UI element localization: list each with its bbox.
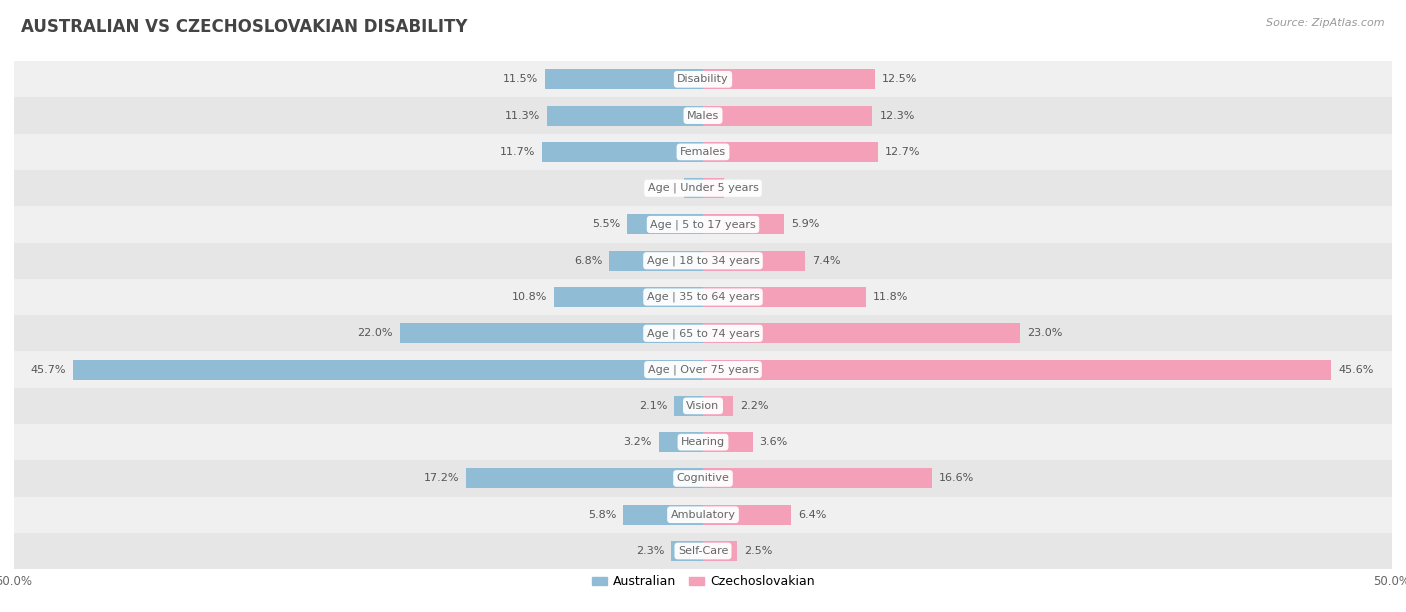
Text: Hearing: Hearing xyxy=(681,437,725,447)
FancyBboxPatch shape xyxy=(14,97,1392,134)
Text: Age | Under 5 years: Age | Under 5 years xyxy=(648,183,758,193)
Legend: Australian, Czechoslovakian: Australian, Czechoslovakian xyxy=(586,570,820,594)
Text: 45.6%: 45.6% xyxy=(1339,365,1374,375)
Text: 11.3%: 11.3% xyxy=(505,111,540,121)
Bar xyxy=(703,505,792,524)
Text: 1.4%: 1.4% xyxy=(648,183,676,193)
Bar xyxy=(659,432,703,452)
Bar xyxy=(703,360,1331,379)
Bar xyxy=(623,505,703,524)
FancyBboxPatch shape xyxy=(14,460,1392,496)
Text: Age | 18 to 34 years: Age | 18 to 34 years xyxy=(647,255,759,266)
Text: 23.0%: 23.0% xyxy=(1026,328,1062,338)
FancyBboxPatch shape xyxy=(14,61,1392,97)
Text: 45.7%: 45.7% xyxy=(31,365,66,375)
Text: 16.6%: 16.6% xyxy=(939,474,974,483)
Bar xyxy=(627,214,703,234)
Bar xyxy=(541,142,703,162)
Text: 12.3%: 12.3% xyxy=(879,111,915,121)
Text: 6.4%: 6.4% xyxy=(799,510,827,520)
Bar xyxy=(609,251,703,271)
Text: Disability: Disability xyxy=(678,74,728,84)
Text: 12.5%: 12.5% xyxy=(882,74,918,84)
Text: 11.8%: 11.8% xyxy=(873,292,908,302)
Bar xyxy=(673,396,703,416)
Text: Age | 35 to 64 years: Age | 35 to 64 years xyxy=(647,292,759,302)
Bar xyxy=(703,396,734,416)
Bar xyxy=(683,178,703,198)
Text: 2.5%: 2.5% xyxy=(744,546,773,556)
Bar xyxy=(703,178,724,198)
FancyBboxPatch shape xyxy=(14,279,1392,315)
Bar xyxy=(703,287,866,307)
Text: 5.8%: 5.8% xyxy=(588,510,616,520)
Text: Males: Males xyxy=(688,111,718,121)
FancyBboxPatch shape xyxy=(14,206,1392,242)
FancyBboxPatch shape xyxy=(14,496,1392,533)
Bar xyxy=(73,360,703,379)
FancyBboxPatch shape xyxy=(14,242,1392,279)
Text: 5.9%: 5.9% xyxy=(792,220,820,230)
Text: Ambulatory: Ambulatory xyxy=(671,510,735,520)
Text: AUSTRALIAN VS CZECHOSLOVAKIAN DISABILITY: AUSTRALIAN VS CZECHOSLOVAKIAN DISABILITY xyxy=(21,18,468,36)
Bar xyxy=(703,541,738,561)
Text: 3.6%: 3.6% xyxy=(759,437,787,447)
Text: 22.0%: 22.0% xyxy=(357,328,392,338)
Bar xyxy=(399,323,703,343)
Bar xyxy=(703,106,873,125)
Text: Cognitive: Cognitive xyxy=(676,474,730,483)
FancyBboxPatch shape xyxy=(14,315,1392,351)
Text: 2.2%: 2.2% xyxy=(740,401,769,411)
Bar xyxy=(703,142,877,162)
Text: 1.5%: 1.5% xyxy=(731,183,759,193)
Bar xyxy=(554,287,703,307)
Bar xyxy=(703,214,785,234)
Text: 2.3%: 2.3% xyxy=(636,546,665,556)
Text: Age | 65 to 74 years: Age | 65 to 74 years xyxy=(647,328,759,338)
Text: 7.4%: 7.4% xyxy=(811,256,841,266)
FancyBboxPatch shape xyxy=(14,351,1392,388)
Text: 2.1%: 2.1% xyxy=(638,401,668,411)
FancyBboxPatch shape xyxy=(14,170,1392,206)
FancyBboxPatch shape xyxy=(14,388,1392,424)
Bar xyxy=(465,468,703,488)
Text: Vision: Vision xyxy=(686,401,720,411)
Bar xyxy=(703,69,875,89)
Bar xyxy=(703,251,806,271)
Bar xyxy=(703,432,752,452)
Text: 5.5%: 5.5% xyxy=(592,220,620,230)
FancyBboxPatch shape xyxy=(14,134,1392,170)
Text: 11.5%: 11.5% xyxy=(502,74,537,84)
Text: Source: ZipAtlas.com: Source: ZipAtlas.com xyxy=(1267,18,1385,28)
Text: 17.2%: 17.2% xyxy=(423,474,460,483)
Text: Age | 5 to 17 years: Age | 5 to 17 years xyxy=(650,219,756,230)
Bar xyxy=(547,106,703,125)
Text: 11.7%: 11.7% xyxy=(499,147,534,157)
Text: 3.2%: 3.2% xyxy=(624,437,652,447)
Text: Age | Over 75 years: Age | Over 75 years xyxy=(648,364,758,375)
FancyBboxPatch shape xyxy=(14,424,1392,460)
Bar xyxy=(703,468,932,488)
Bar xyxy=(703,323,1019,343)
Text: 6.8%: 6.8% xyxy=(574,256,602,266)
Bar xyxy=(544,69,703,89)
Text: Self-Care: Self-Care xyxy=(678,546,728,556)
Text: 10.8%: 10.8% xyxy=(512,292,547,302)
Text: 12.7%: 12.7% xyxy=(884,147,921,157)
Bar xyxy=(671,541,703,561)
FancyBboxPatch shape xyxy=(14,533,1392,569)
Text: Females: Females xyxy=(681,147,725,157)
